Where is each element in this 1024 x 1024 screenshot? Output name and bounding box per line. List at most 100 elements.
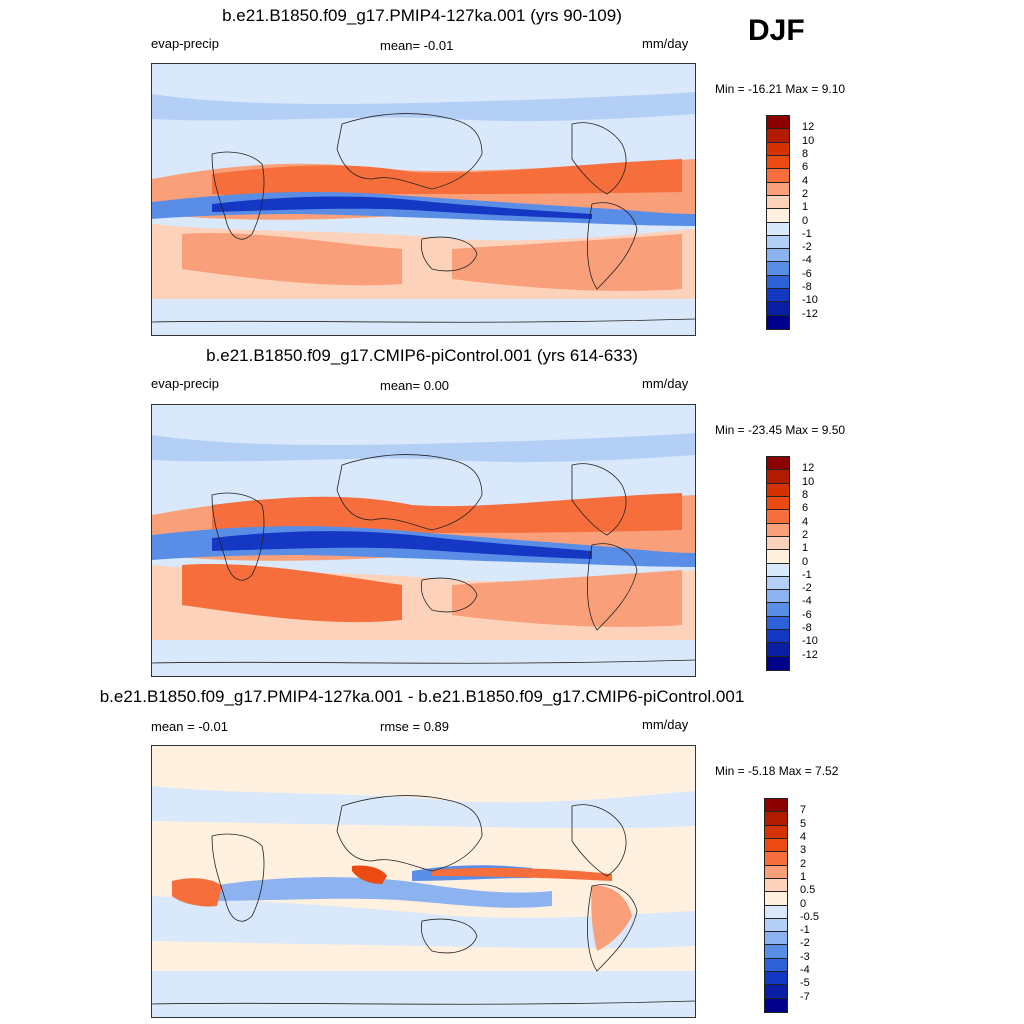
colorbar-swatch [765,838,787,853]
panel-2-minmax: Min = -23.45 Max = 9.50 [715,423,846,437]
colorbar-tick-label: -7 [800,990,810,1003]
panel-3-map-svg [152,746,695,1017]
colorbar-tick-label: 10 [802,134,815,147]
colorbar-swatch [767,616,789,631]
colorbar-swatch [765,998,787,1012]
colorbar-swatch [767,656,789,670]
colorbar-swatch [767,195,789,210]
panel-3-colorbar [764,798,788,1013]
colorbar-tick-label: -10 [802,635,818,648]
colorbar-tick-label: -5 [800,977,810,990]
colorbar-tick-label: -12 [802,307,818,320]
colorbar-tick-label: 2 [802,528,809,541]
panel-1-title: b.e21.B1850.f09_g17.PMIP4-127ka.001 (yrs… [222,6,622,25]
colorbar-tick-label: 5 [800,817,807,830]
colorbar-swatch [767,510,789,524]
colorbar-swatch [767,457,789,471]
colorbar-swatch [767,169,789,183]
colorbar-tick-label: 7 [800,804,807,817]
colorbar-tick-label: -1 [802,227,812,240]
colorbar-tick-label: 8 [802,488,809,501]
colorbar-swatch [765,972,787,986]
colorbar-swatch [767,315,789,329]
colorbar-swatch [767,249,789,263]
colorbar-swatch [767,496,789,511]
colorbar-tick-label: 6 [802,161,809,174]
colorbar-tick-label: 2 [802,187,809,200]
colorbar-swatch [765,905,787,919]
panel-1-map [151,63,696,336]
panel-3-rmse-label: rmse = 0.89 [380,719,450,734]
colorbar-swatch [765,799,787,813]
colorbar-swatch [765,932,787,946]
panel-1-minmax: Min = -16.21 Max = 9.10 [715,82,846,96]
colorbar-tick-label: -8 [802,281,812,294]
colorbar-swatch [767,550,789,564]
panel-2-title: b.e21.B1850.f09_g17.CMIP6-piControl.001 … [206,346,638,365]
colorbar-swatch [767,222,789,236]
colorbar-tick-label: -2 [802,582,812,595]
colorbar-tick-label: 3 [800,844,807,857]
panel-2-mean-label: mean= 0.00 [380,378,450,393]
season-label: DJF [748,14,805,47]
colorbar-tick-label: -6 [802,608,812,621]
colorbar-swatch [767,289,789,303]
colorbar-tick-label: 4 [802,174,809,187]
colorbar-tick-label: -3 [800,950,810,963]
colorbar-tick-label: 4 [800,830,807,843]
colorbar-tick-label: 1 [802,201,809,214]
colorbar-swatch [767,209,789,223]
colorbar-swatch [765,892,787,906]
colorbar-swatch [767,563,789,577]
colorbar-tick-label: 0 [802,555,809,568]
panel-3-title: b.e21.B1850.f09_g17.PMIP4-127ka.001 - b.… [99,687,745,706]
panel-2-colorbar [766,456,790,671]
colorbar-swatch [765,945,787,959]
colorbar-swatch [765,825,787,839]
colorbar-swatch [767,630,789,644]
colorbar-swatch [765,878,787,893]
colorbar-swatch [767,182,789,196]
colorbar-tick-label: 4 [802,515,809,528]
colorbar-tick-label: -2 [802,241,812,254]
colorbar-tick-label: -4 [802,254,812,267]
colorbar-swatch [767,576,789,591]
colorbar-tick-label: 0.5 [800,884,816,897]
panel-1-variable-label: evap-precip [151,36,219,51]
colorbar-tick-label: 0 [802,214,809,227]
colorbar-swatch [767,483,789,497]
colorbar-swatch [767,643,789,657]
panel-1-map-svg [152,64,695,335]
panel-2-map-svg [152,405,695,676]
colorbar-swatch [765,852,787,866]
panel-1-units-label: mm/day [642,36,689,51]
colorbar-tick-label: 8 [802,147,809,160]
panel-1-mean-label: mean= -0.01 [380,38,454,53]
colorbar-tick-label: 1 [800,870,807,883]
colorbar-tick-label: -4 [800,964,810,977]
colorbar-tick-label: 0 [800,897,807,910]
colorbar-tick-label: 12 [802,121,815,134]
panel-1-colorbar [766,115,790,330]
panel-3-units-label: mm/day [642,717,689,732]
colorbar-swatch [767,116,789,130]
panel-3-mean-label: mean = -0.01 [151,719,228,734]
colorbar-swatch [767,129,789,143]
colorbar-tick-label: 1 [802,542,809,555]
colorbar-tick-label: -2 [800,937,810,950]
colorbar-tick-label: 2 [800,857,807,870]
colorbar-tick-label: 6 [802,502,809,515]
colorbar-swatch [767,523,789,537]
colorbar-tick-label: -1 [800,924,810,937]
colorbar-swatch [767,155,789,170]
colorbar-swatch [767,536,789,551]
colorbar-swatch [765,958,787,973]
colorbar-tick-label: 10 [802,475,815,488]
colorbar-swatch [767,142,789,156]
panel-3-map [151,745,696,1018]
colorbar-swatch [767,470,789,484]
panel-3-minmax: Min = -5.18 Max = 7.52 [715,764,839,778]
colorbar-tick-label: -6 [802,267,812,280]
colorbar-swatch [767,590,789,604]
colorbar-swatch [765,918,787,933]
